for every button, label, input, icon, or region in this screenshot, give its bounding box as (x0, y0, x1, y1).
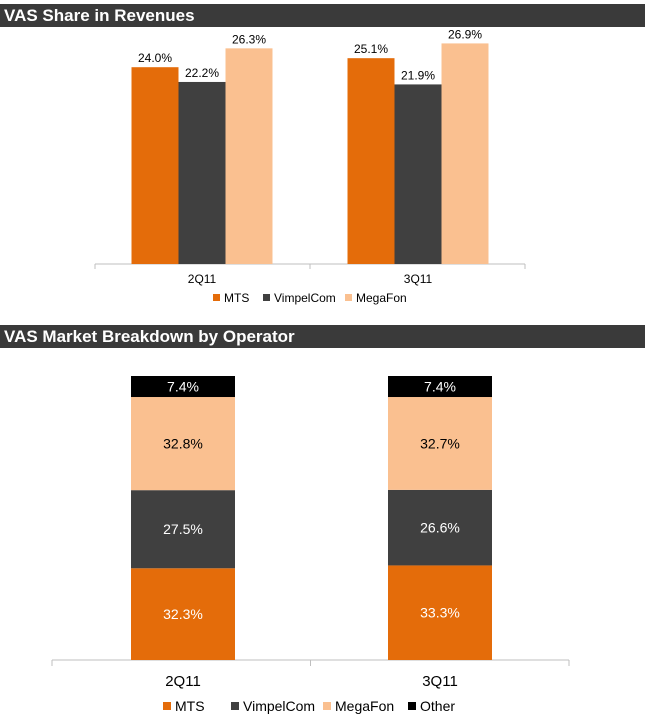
data-label: 26.6% (420, 520, 460, 536)
segment-other-2q11 (131, 376, 235, 398)
x-tick-label: 2Q11 (165, 673, 201, 690)
bar-vimpelcom-3q11 (394, 84, 442, 264)
data-label: 32.7% (420, 435, 460, 451)
segment-other-3q11 (388, 376, 492, 398)
legend-label: MTS (224, 291, 249, 305)
segment-vimpelcom-3q11 (388, 489, 492, 566)
legend-swatch-other (408, 702, 416, 710)
bar-vimpelcom-2q11 (178, 81, 226, 265)
chart2-title: VAS Market Breakdown by Operator (0, 325, 645, 348)
legend-label: MegaFon (335, 698, 394, 714)
x-tick-label: 3Q11 (422, 673, 458, 690)
segment-megafon-2q11 (131, 397, 235, 491)
data-label: 21.9% (401, 68, 435, 82)
legend-swatch-vimpelcom (263, 294, 270, 301)
bar-megafon-2q11 (225, 48, 273, 265)
legend-swatch-mts (163, 702, 171, 710)
data-label: 25.1% (354, 42, 388, 56)
segment-mts-3q11 (388, 565, 492, 660)
data-label: 27.5% (163, 521, 203, 537)
data-label: 26.9% (448, 27, 482, 41)
legend-label: VimpelCom (243, 698, 315, 714)
segment-megafon-3q11 (388, 397, 492, 490)
legend-swatch-mts (213, 294, 220, 301)
legend-swatch-megafon (323, 702, 331, 710)
data-label: 33.3% (420, 605, 460, 621)
x-tick-label: 2Q11 (188, 272, 217, 286)
legend-swatch-megafon (345, 294, 352, 301)
bar-mts-3q11 (347, 58, 395, 265)
data-label: 7.4% (424, 379, 456, 395)
data-label: 32.3% (163, 606, 203, 622)
data-label: 32.8% (163, 436, 203, 452)
legend-label: VimpelCom (274, 291, 336, 305)
chart1-title: VAS Share in Revenues (0, 4, 645, 27)
segment-mts-2q11 (131, 568, 235, 660)
legend-label: Other (420, 698, 455, 714)
legend-label: MegaFon (356, 291, 407, 305)
x-tick-label: 3Q11 (404, 272, 433, 286)
bar-megafon-3q11 (441, 43, 489, 264)
legend-swatch-vimpelcom (231, 702, 239, 710)
data-label: 24.0% (138, 51, 172, 65)
segment-vimpelcom-2q11 (131, 490, 235, 569)
data-label: 26.3% (232, 32, 266, 46)
data-label: 7.4% (167, 379, 199, 395)
bar-mts-2q11 (131, 67, 179, 264)
revenue-share-chart: 24.0% 22.2% 26.3% 2Q11 25.1% 21.9% 26.9% 3Q11 MT… (94, 27, 526, 305)
data-label: 22.2% (185, 66, 219, 80)
legend-label: MTS (175, 698, 205, 714)
